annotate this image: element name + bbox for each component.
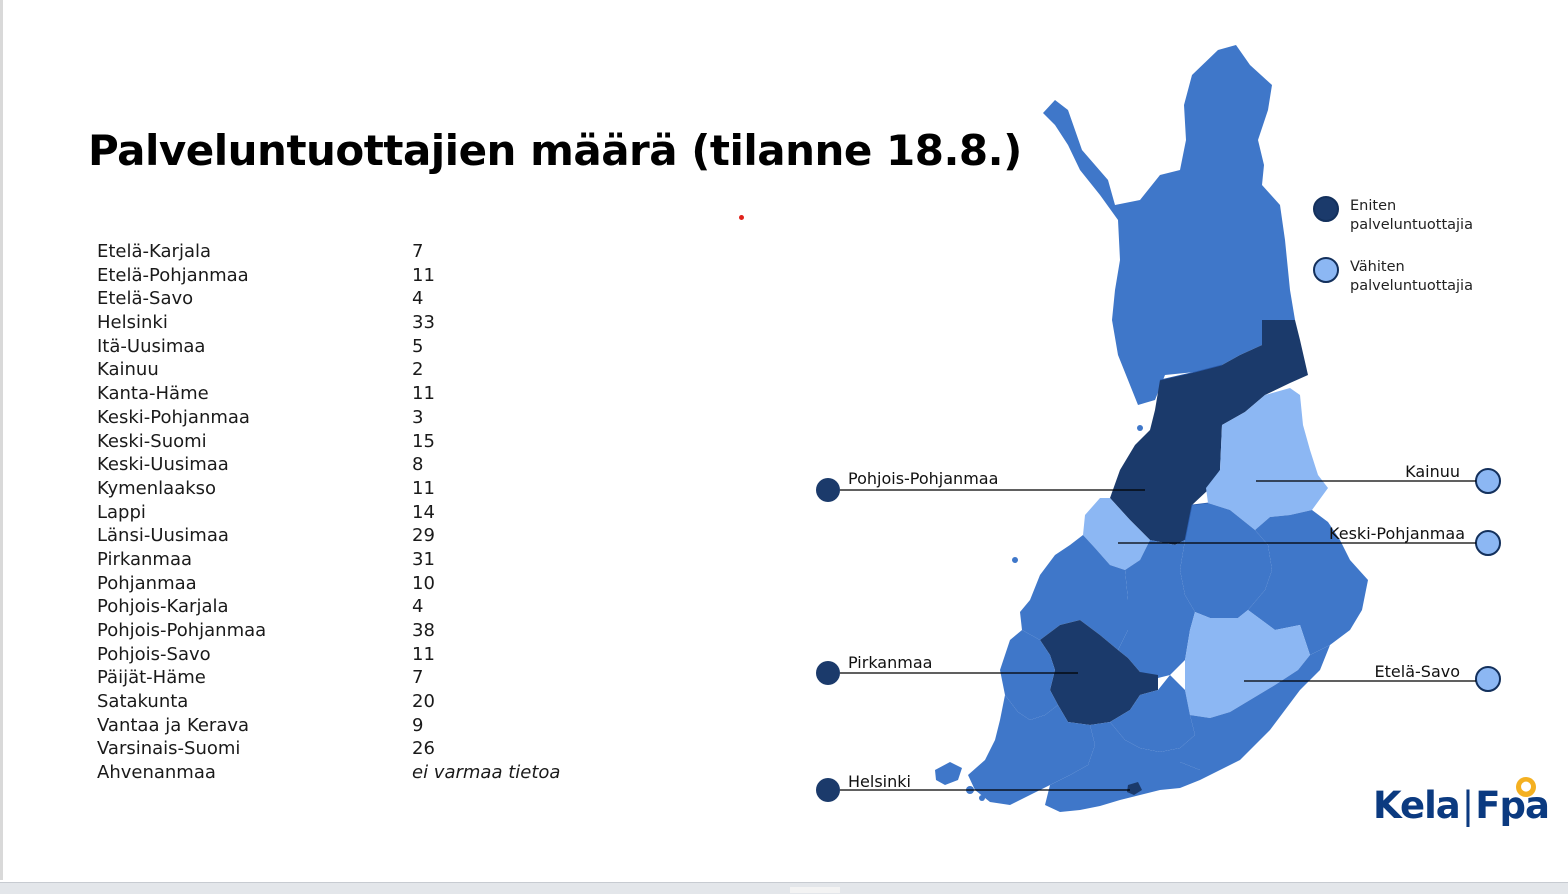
region-name: Keski-Uusimaa: [97, 454, 229, 476]
region-count: 3: [412, 406, 424, 428]
kela-fpa-logo: Kela|Fpa: [1373, 784, 1550, 827]
slide-title: Palveluntuottajien määrä (tilanne 18.8.): [88, 126, 1022, 175]
map-island: [979, 795, 985, 801]
region-count: 11: [412, 643, 435, 665]
map-borders: [1159, 364, 1223, 541]
legend-least-line1: Vähiten: [1350, 259, 1405, 275]
region-count: 8: [412, 454, 424, 476]
slide-left-edge: [0, 0, 3, 880]
callout-label-pohjois-pohjanmaa: Pohjois-Pohjanmaa: [848, 469, 998, 488]
region-name: Kanta-Häme: [97, 383, 209, 405]
region-count: 9: [412, 714, 424, 736]
region-count: 4: [412, 596, 424, 618]
red-dot-marker: [739, 215, 744, 220]
legend-least-line2: palveluntuottajia: [1350, 278, 1473, 294]
region-name: Lappi: [97, 501, 146, 523]
logo-fpa: Fpa: [1475, 784, 1550, 827]
region-count: 2: [412, 359, 424, 381]
map-region-etela-savo: [1185, 610, 1310, 718]
region-count: 29: [412, 525, 435, 547]
callout-label-kainuu: Kainuu: [1405, 462, 1460, 481]
region-name: Etelä-Karjala: [97, 241, 212, 262]
legend-most-line1: Eniten: [1350, 198, 1396, 214]
map-region-pohjois-pohjanmaa: [1110, 320, 1308, 545]
map-region-ahvenanmaa: [935, 762, 962, 785]
region-count: 11: [412, 383, 435, 405]
region-name: Itä-Uusimaa: [97, 335, 206, 357]
region-count: 10: [412, 572, 435, 594]
region-count: 11: [412, 477, 435, 499]
region-name: Varsinais-Suomi: [97, 738, 241, 760]
region-count: ei varmaa tietoa: [412, 762, 561, 784]
region-name: Pohjois-Karjala: [97, 596, 229, 618]
region-name: Kainuu: [97, 359, 159, 381]
region-count: 38: [412, 620, 435, 641]
callout-label-pirkanmaa: Pirkanmaa: [848, 653, 932, 672]
map-region-varsinais-suomi: [968, 695, 1095, 805]
map-region-pohjois-karjala: [1248, 510, 1368, 655]
map-island: [1137, 425, 1143, 431]
region-count: 33: [412, 312, 435, 334]
map-region-hame: [1110, 675, 1195, 752]
map-region-pohjois-savo: [1180, 503, 1272, 618]
region-count: 31: [412, 548, 435, 570]
map-island: [1012, 557, 1018, 563]
region-name: Helsinki: [97, 312, 168, 334]
callout-label-keski-pohjanmaa: Keski-Pohjanmaa: [1329, 524, 1465, 543]
map-region-satakunta: [1000, 630, 1058, 720]
logo-badge-icon: ●: [1516, 777, 1536, 797]
region-name: Päijät-Häme: [97, 667, 206, 689]
window-bottom-bar: [0, 882, 1568, 894]
region-name: Pirkanmaa: [97, 548, 193, 570]
region-name: Ahvenanmaa: [97, 762, 216, 784]
callout-dot-helsinki: [816, 778, 840, 802]
callout-dot-keski-pohjanmaa: [1475, 530, 1501, 556]
region-count: 26: [412, 738, 435, 760]
region-name: Etelä-Savo: [97, 288, 194, 310]
region-count: 11: [412, 264, 435, 286]
map-region-etela-pohjanmaa: [1020, 535, 1128, 650]
region-count: 7: [412, 667, 424, 689]
region-name: Satakunta: [97, 691, 189, 713]
callout-dot-kainuu: [1475, 468, 1501, 494]
legend-least-swatch: [1313, 257, 1339, 283]
region-name: Pohjanmaa: [97, 572, 197, 594]
bottom-bar-tab: [790, 887, 840, 893]
region-count: 20: [412, 691, 435, 713]
callout-label-helsinki: Helsinki: [848, 772, 911, 791]
region-count: 7: [412, 241, 424, 262]
map-region-kainuu: [1206, 388, 1328, 530]
region-name: Etelä-Pohjanmaa: [97, 264, 249, 286]
region-name: Keski-Suomi: [97, 430, 207, 452]
region-count: 4: [412, 288, 424, 310]
map-region-kaakkois-suomi: [1180, 645, 1330, 770]
map-region-helsinki: [1127, 782, 1142, 795]
legend-most-line2: palveluntuottajia: [1350, 217, 1473, 233]
logo-divider: |: [1461, 784, 1475, 827]
region-name: Länsi-Uusimaa: [97, 525, 229, 547]
region-name: Pohjois-Pohjanmaa: [97, 620, 267, 641]
callout-dot-pirkanmaa: [816, 661, 840, 685]
map-region-keski-suomi: [1118, 540, 1195, 680]
callout-label-etela-savo: Etelä-Savo: [1375, 662, 1460, 681]
map-region-lappi: [1043, 45, 1295, 405]
legend-most-swatch: [1313, 196, 1339, 222]
region-name: Keski-Pohjanmaa: [97, 406, 250, 428]
map-region-keski-pohjanmaa: [1083, 498, 1150, 570]
callout-dot-pohjois-pohjanmaa: [816, 478, 840, 502]
region-name: Kymenlaakso: [97, 477, 217, 499]
region-name: Vantaa ja Kerava: [97, 714, 250, 736]
region-count: 14: [412, 501, 435, 523]
map-region-pirkanmaa: [1040, 620, 1158, 725]
callout-dot-etela-savo: [1475, 666, 1501, 692]
region-count: 15: [412, 430, 435, 452]
region-count: 5: [412, 335, 424, 357]
region-name: Pohjois-Savo: [97, 643, 211, 665]
logo-kela: Kela: [1373, 784, 1461, 827]
